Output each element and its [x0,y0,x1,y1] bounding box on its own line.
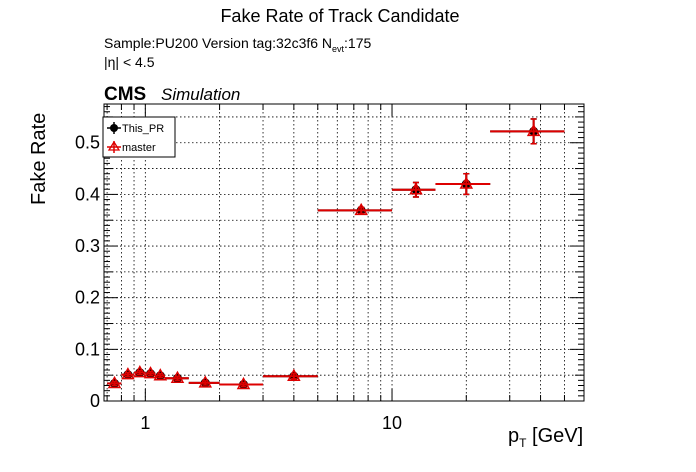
series-this-pr [107,118,565,389]
data-point [107,375,122,389]
y-tick-label: 0.1 [75,339,100,359]
nevt-subscript: evt [332,43,345,54]
grid-layer [104,104,585,401]
legend-label: master [122,142,156,154]
data-point [459,176,474,189]
data-point [143,366,158,379]
legend-marker [110,124,118,132]
legend-marker [107,140,121,151]
data-point [121,367,135,380]
legend-item-this-pr: This_PR [107,122,164,135]
data-point [354,202,368,216]
y-tick-label: 0.4 [75,184,100,204]
y-tick-label: 0 [90,391,100,411]
data-point [133,365,147,378]
data-point [198,375,213,388]
x-axis-label-unit: [GeV] [526,425,584,447]
legend-item-master: master [107,140,156,154]
sample-info: Sample:PU200 Version tag:32c3f6 Nevt:175 [104,35,371,54]
data-point [236,376,251,390]
legend: This_PR master [102,116,176,158]
series-master [107,118,565,390]
eta-cut-label: |η| < 4.5 [104,54,155,70]
x-axis-label: pT [GeV] [508,425,583,450]
data-point [153,368,168,381]
x-axis-label-symbol: p [508,425,520,447]
y-tick-label: 0.5 [75,133,100,153]
sample-text: Sample:PU200 Version tag:32c3f6 N [104,35,333,51]
y-tick-label: 0.2 [75,288,100,308]
chart-title: Fake Rate of Track Candidate [220,6,460,26]
data-point [526,123,541,137]
data-point [287,368,301,381]
data-point [170,370,185,384]
cms-label: CMS [104,84,147,105]
nevt-value: :175 [344,35,372,51]
data-layer [107,118,565,390]
simulation-label: Simulation [161,85,241,104]
axes-frame [103,103,585,402]
x-tick-label: 10 [382,413,402,433]
y-tick-label: 0.3 [75,236,100,256]
legend-label: This_PR [122,123,164,135]
plot-frame [103,103,585,402]
x-tick-label: 1 [140,413,150,433]
data-point [409,182,423,195]
x-axis-label-subscript: T [519,436,527,450]
